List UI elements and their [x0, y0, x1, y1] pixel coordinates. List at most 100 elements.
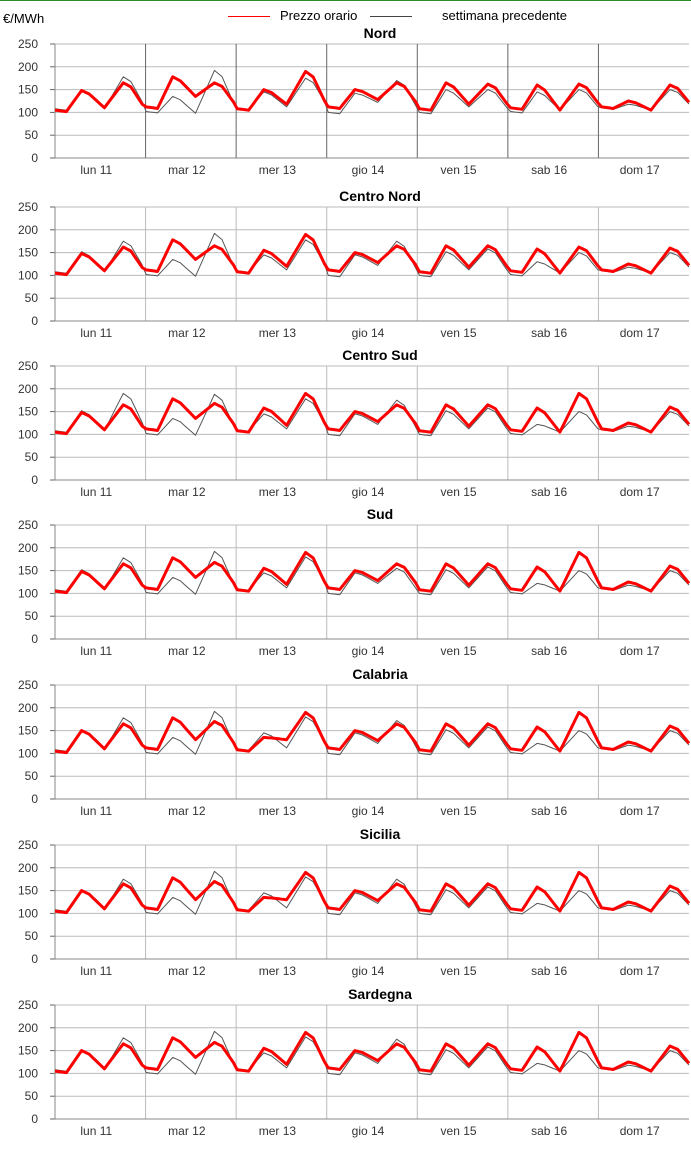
x-tick-label: mar 12 [168, 326, 206, 340]
x-tick-label: dom 17 [620, 804, 660, 818]
x-tick-label: gio 14 [352, 644, 385, 658]
chart-5: Sicilia 0 50 100 150 200 250 lun 11 mar 12 mer 13… [18, 826, 691, 978]
y-tick-label: 50 [25, 128, 39, 142]
series-line-current [54, 391, 691, 436]
y-tick-label: 250 [18, 998, 38, 1012]
y-tick-label: 50 [25, 769, 39, 783]
y-tick-label: 100 [18, 105, 38, 119]
chart-title: Centro Sud [342, 347, 417, 363]
y-tick-label: 50 [25, 450, 39, 464]
y-tick-label: 0 [31, 473, 38, 487]
y-tick-label: 0 [31, 314, 38, 328]
x-tick-label: mar 12 [168, 804, 206, 818]
legend-label-current: Prezzo orario [280, 8, 358, 23]
y-tick-label: 200 [18, 60, 38, 74]
chart-3: Sud 0 50 100 150 200 250 lun 11 mar 12 mer 13 gio … [18, 506, 691, 658]
y-tick-label: 250 [18, 678, 38, 692]
x-tick-label: ven 15 [441, 964, 477, 978]
chart-4: Calabria 0 50 100 150 200 250 lun 11 mar 12 mer 1… [18, 666, 691, 818]
x-tick-label: mer 13 [259, 163, 297, 177]
chart-1: Centro Nord 0 50 100 150 200 250 lun 11 mar 12 me… [18, 188, 691, 340]
y-tick-label: 100 [18, 906, 38, 920]
x-tick-label: mer 13 [259, 326, 297, 340]
x-tick-label: mer 13 [259, 485, 297, 499]
y-tick-label: 150 [18, 83, 38, 97]
x-tick-label: dom 17 [620, 1124, 660, 1138]
x-tick-label: mer 13 [259, 644, 297, 658]
y-tick-label: 0 [31, 632, 38, 646]
x-tick-label: gio 14 [352, 326, 385, 340]
series-line-previous [54, 232, 690, 278]
x-tick-label: ven 15 [441, 485, 477, 499]
y-tick-label: 50 [25, 1089, 39, 1103]
series-line-previous [54, 870, 690, 916]
series-line-previous [54, 710, 690, 756]
series-line-previous [54, 69, 690, 115]
y-tick-label: 200 [18, 1021, 38, 1035]
y-tick-label: 100 [18, 586, 38, 600]
y-tick-label: 150 [18, 1044, 38, 1058]
chart-title: Sardegna [348, 986, 412, 1002]
legend-swatch-current [228, 16, 270, 17]
y-tick-label: 50 [25, 291, 39, 305]
y-tick-label: 200 [18, 223, 38, 237]
x-tick-label: ven 15 [441, 1124, 477, 1138]
x-tick-label: lun 11 [80, 326, 112, 340]
x-tick-label: gio 14 [352, 804, 385, 818]
y-tick-label: 200 [18, 541, 38, 555]
y-tick-label: 0 [31, 792, 38, 806]
y-tick-label: 100 [18, 427, 38, 441]
y-tick-label: 150 [18, 724, 38, 738]
x-tick-label: gio 14 [352, 163, 385, 177]
x-tick-label: dom 17 [620, 163, 660, 177]
x-tick-label: sab 16 [531, 485, 567, 499]
series-line-previous [54, 392, 690, 437]
x-tick-label: dom 17 [620, 326, 660, 340]
chart-title: Nord [364, 25, 397, 41]
y-tick-label: 100 [18, 1066, 38, 1080]
chart-title: Calabria [352, 666, 407, 682]
y-tick-label: 250 [18, 37, 38, 51]
y-tick-label: 0 [31, 1112, 38, 1126]
unit-label: €/MWh [3, 11, 45, 26]
x-tick-label: ven 15 [441, 326, 477, 340]
x-tick-label: sab 16 [531, 964, 567, 978]
x-tick-label: sab 16 [531, 326, 567, 340]
y-tick-label: 100 [18, 268, 38, 282]
chart-title: Sicilia [360, 826, 401, 842]
chart-6: Sardegna 0 50 100 150 200 250 lun 11 mar 12 mer 1… [18, 986, 691, 1138]
y-tick-label: 200 [18, 861, 38, 875]
x-tick-label: dom 17 [620, 485, 660, 499]
series-line-current [54, 870, 691, 915]
x-tick-label: ven 15 [441, 163, 477, 177]
x-tick-label: sab 16 [531, 804, 567, 818]
x-tick-label: lun 11 [80, 1124, 112, 1138]
legend-swatch-previous [370, 16, 412, 17]
y-tick-label: 150 [18, 564, 38, 578]
series-line-previous [54, 550, 690, 596]
series-line-current [54, 710, 691, 755]
y-tick-label: 250 [18, 838, 38, 852]
chart-2: Centro Sud 0 50 100 150 200 250 lun 11 mar 12 mer… [18, 347, 691, 499]
x-tick-label: mar 12 [168, 1124, 206, 1138]
series-line-previous [54, 1030, 690, 1076]
chart-0: Nord 0 50 100 150 200 250 lun 11 mar 12 mer 13 gio… [18, 25, 691, 177]
x-tick-label: mer 13 [259, 1124, 297, 1138]
y-tick-label: 150 [18, 884, 38, 898]
x-tick-label: sab 16 [531, 163, 567, 177]
x-tick-label: ven 15 [441, 804, 477, 818]
series-line-current [54, 69, 691, 114]
x-tick-label: dom 17 [620, 964, 660, 978]
x-tick-label: gio 14 [352, 485, 385, 499]
x-tick-label: mar 12 [168, 163, 206, 177]
x-tick-label: sab 16 [531, 1124, 567, 1138]
y-tick-label: 150 [18, 246, 38, 260]
x-tick-label: lun 11 [80, 964, 112, 978]
x-tick-label: mar 12 [168, 644, 206, 658]
series-line-current [54, 1030, 691, 1075]
y-tick-label: 150 [18, 405, 38, 419]
y-tick-label: 250 [18, 518, 38, 532]
y-tick-label: 50 [25, 929, 39, 943]
chart-title: Sud [367, 506, 393, 522]
x-tick-label: dom 17 [620, 644, 660, 658]
